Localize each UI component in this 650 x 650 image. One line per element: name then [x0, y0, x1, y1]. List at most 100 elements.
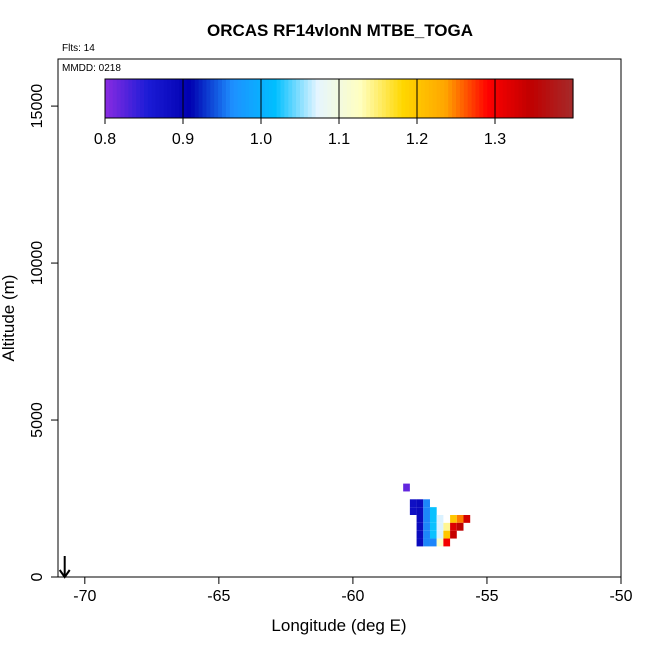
- data-cell: [409, 507, 417, 515]
- colorbar-segment: [514, 79, 519, 118]
- data-cell: [456, 522, 464, 531]
- arrow-head: [58, 569, 71, 579]
- colorbar-segment: [303, 79, 309, 118]
- colorbar-segment: [136, 79, 141, 118]
- colorbar-segment: [335, 79, 340, 118]
- data-cell: [416, 499, 424, 508]
- x-axis: -70 -65 -60 -55 -50: [73, 577, 633, 605]
- colorbar-segment: [424, 79, 430, 118]
- colorbar-segment: [471, 79, 477, 118]
- colorbar-segment: [261, 79, 266, 118]
- colorbar-segment: [190, 79, 196, 118]
- colorbar-segment: [272, 79, 278, 118]
- colorbar-tick-label: 1.0: [250, 131, 272, 148]
- colorbar-segment: [323, 79, 328, 118]
- colorbar-segment: [385, 79, 391, 118]
- colorbar-segment: [362, 79, 367, 118]
- colorbar-segment: [569, 79, 574, 118]
- chart-title: ORCAS RF14vlonN MTBE_TOGA: [207, 21, 473, 40]
- colorbar-segment: [537, 79, 543, 118]
- data-cell: [423, 514, 430, 523]
- colorbar-segment: [163, 79, 168, 118]
- x-tick-label: -50: [609, 588, 632, 605]
- data-cell: [429, 530, 437, 539]
- colorbar-segment: [432, 79, 438, 118]
- data-cell: [416, 530, 424, 539]
- y-tick-label: 0: [29, 572, 46, 581]
- data-cell: [443, 522, 451, 531]
- colorbar-segment: [319, 79, 324, 118]
- data-cell: [423, 507, 430, 515]
- data-cell: [436, 530, 444, 539]
- x-axis-label: Longitude (deg E): [271, 616, 406, 635]
- colorbar-segment: [448, 79, 453, 118]
- colorbar-segment: [280, 79, 285, 118]
- colorbar-segment: [463, 79, 469, 118]
- colorbar-segment: [229, 79, 235, 118]
- colorbar-segment: [151, 79, 157, 118]
- colorbar-segment: [452, 79, 457, 118]
- colorbar-segment: [194, 79, 200, 118]
- colorbar-segment: [498, 79, 504, 118]
- data-cell: [409, 499, 417, 508]
- colorbar-segment: [144, 79, 149, 118]
- data-cell: [416, 507, 424, 515]
- data-cell: [416, 538, 424, 547]
- x-tick-label: -70: [73, 588, 96, 605]
- colorbar-segment: [315, 79, 321, 118]
- y-tick-label: 15000: [29, 84, 46, 129]
- colorbar-segment: [510, 79, 516, 118]
- colorbar-segment: [124, 79, 129, 118]
- colorbar-segment: [179, 79, 184, 118]
- date-label: MMDD: 0218: [62, 63, 121, 74]
- colorbar-segment: [307, 79, 313, 118]
- arrow-marker: [58, 556, 71, 579]
- colorbar-segment: [296, 79, 301, 118]
- colorbar-segment: [491, 79, 496, 118]
- colorbar-segment: [237, 79, 243, 118]
- colorbar-segment: [456, 79, 461, 118]
- colorbar-segment: [300, 79, 305, 118]
- colorbar-segment: [358, 79, 363, 118]
- colorbar-segment: [264, 79, 270, 118]
- colorbar-segment: [440, 79, 445, 118]
- y-axis-label: Altitude (m): [0, 275, 18, 362]
- colorbar-segment: [159, 79, 165, 118]
- colorbar-segment: [311, 79, 317, 118]
- colorbar-segment: [444, 79, 449, 118]
- colorbar-segment: [155, 79, 161, 118]
- colorbar-segment: [459, 79, 465, 118]
- colorbar-segment: [378, 79, 383, 118]
- data-cell: [423, 538, 430, 547]
- colorbar-segment: [210, 79, 215, 118]
- data-cell: [436, 514, 444, 523]
- colorbar-segment: [397, 79, 402, 118]
- colorbar-segment: [214, 79, 219, 118]
- data-cell: [416, 514, 424, 523]
- colorbar-segment: [167, 79, 172, 118]
- colorbar-segment: [241, 79, 246, 118]
- colorbar-segment: [276, 79, 282, 118]
- colorbar-segment: [409, 79, 414, 118]
- colorbar-segment: [545, 79, 551, 118]
- colorbar-segment: [147, 79, 153, 118]
- colorbar-segment: [541, 79, 547, 118]
- colorbar-segment: [522, 79, 527, 118]
- data-cell: [450, 514, 457, 523]
- x-tick-label: -65: [207, 588, 230, 605]
- colorbar-segment: [268, 79, 274, 118]
- colorbar-segment: [116, 79, 122, 118]
- flights-label: Flts: 14: [62, 43, 95, 54]
- colorbar-segment: [292, 79, 297, 118]
- plot-frame: [57, 58, 622, 578]
- data-cell: [450, 522, 457, 531]
- colorbar-segment: [253, 79, 258, 118]
- colorbar-segment: [370, 79, 375, 118]
- colorbar-segment: [331, 79, 336, 118]
- colorbar-segment: [374, 79, 379, 118]
- colorbar-segment: [128, 79, 133, 118]
- data-cell: [429, 538, 437, 547]
- colorbar-tick-label: 0.8: [94, 131, 116, 148]
- colorbar-segment: [249, 79, 254, 118]
